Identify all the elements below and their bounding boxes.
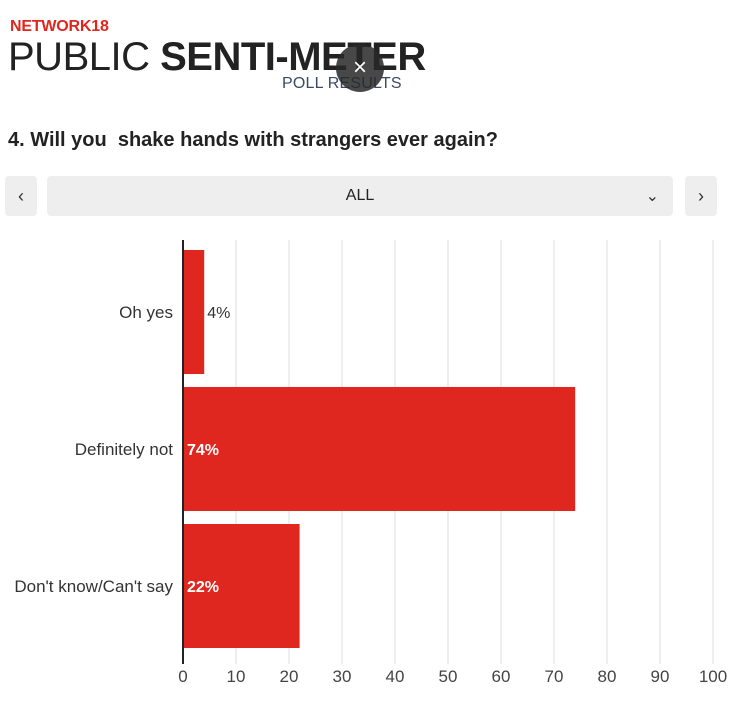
title-bold: SENTI-METER [160,35,426,79]
x-tick-label: 20 [280,667,299,686]
x-tick-label: 80 [598,667,617,686]
x-tick-label: 90 [651,667,670,686]
x-tick-label: 50 [439,667,458,686]
x-tick-label: 0 [178,667,187,686]
value-label: 22% [187,579,219,596]
x-tick-label: 100 [699,667,727,686]
category-label: Oh yes [119,303,173,322]
x-tick-label: 70 [545,667,564,686]
x-tick-label: 60 [492,667,511,686]
previous-button[interactable]: ‹ [5,176,37,216]
bar [183,387,576,511]
value-label: 74% [187,442,219,459]
filter-selected-value: ALL [345,187,375,204]
poll-results-chart: 0 10 20 30 40 50 60 70 80 90 100 Oh yes 4% Definitely… [14,240,727,686]
bar [183,250,205,374]
title-light: PUBLIC [8,35,161,79]
next-button[interactable]: › [685,176,717,216]
brand-logo: NETWORK18 [10,18,109,35]
chevron-left-icon: ‹ [18,185,24,206]
close-button[interactable]: × [336,44,384,92]
x-tick-label: 40 [386,667,405,686]
poll-question: 4. Will you shake hands with strangers e… [8,129,498,151]
page-title: PUBLIC SENTI-METER [8,34,426,80]
close-icon: × [352,54,367,81]
value-label: 4% [207,305,230,322]
x-tick-label: 30 [333,667,352,686]
category-label: Don't know/Can't say [14,577,173,596]
chevron-right-icon: › [698,185,704,206]
x-tick-label: 10 [227,667,246,686]
filter-dropdown[interactable]: ALL ⌄ [47,176,673,216]
bar [183,524,300,648]
category-label: Definitely not [75,440,174,459]
chevron-down-icon: ⌄ [645,188,659,205]
